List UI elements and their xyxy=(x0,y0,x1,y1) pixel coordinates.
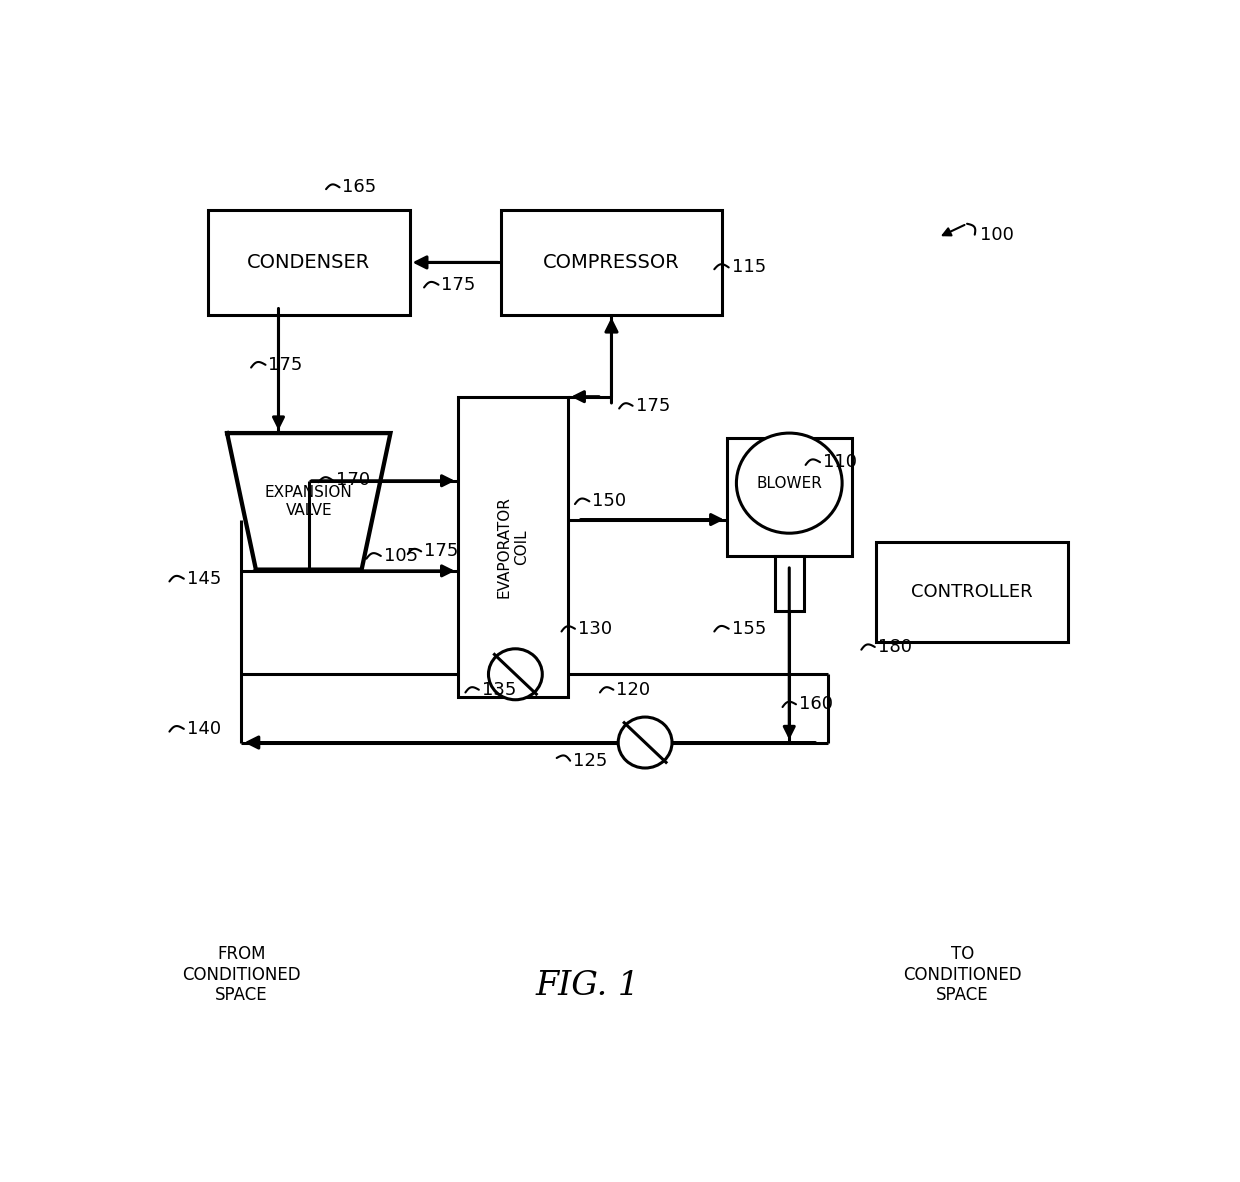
Text: COMPRESSOR: COMPRESSOR xyxy=(543,253,680,272)
Text: 110: 110 xyxy=(823,453,857,472)
FancyBboxPatch shape xyxy=(458,397,568,697)
Text: 100: 100 xyxy=(980,226,1013,243)
Circle shape xyxy=(619,717,672,768)
Text: 120: 120 xyxy=(616,681,651,699)
Text: CONTROLLER: CONTROLLER xyxy=(911,584,1033,602)
Text: 135: 135 xyxy=(481,681,516,699)
Text: FROM
CONDITIONED
SPACE: FROM CONDITIONED SPACE xyxy=(182,944,301,1005)
Text: EXPANSION
VALVE: EXPANSION VALVE xyxy=(265,485,352,518)
Text: 175: 175 xyxy=(268,356,303,374)
Text: 165: 165 xyxy=(342,178,377,196)
Text: 115: 115 xyxy=(732,259,766,277)
Text: 130: 130 xyxy=(578,619,613,638)
Text: 155: 155 xyxy=(732,619,766,638)
Text: 145: 145 xyxy=(187,570,221,587)
Text: 105: 105 xyxy=(383,547,418,565)
FancyBboxPatch shape xyxy=(727,437,852,556)
Text: TO
CONDITIONED
SPACE: TO CONDITIONED SPACE xyxy=(903,944,1022,1005)
Text: 180: 180 xyxy=(878,638,911,656)
FancyBboxPatch shape xyxy=(875,543,1068,642)
FancyBboxPatch shape xyxy=(208,210,409,314)
Text: BLOWER: BLOWER xyxy=(756,475,822,491)
Text: 170: 170 xyxy=(336,472,370,489)
Text: 125: 125 xyxy=(573,752,608,769)
Text: 175: 175 xyxy=(635,397,670,415)
FancyBboxPatch shape xyxy=(775,556,804,611)
Text: CONDENSER: CONDENSER xyxy=(247,253,371,272)
Text: 175: 175 xyxy=(424,543,459,560)
Text: FIG. 1: FIG. 1 xyxy=(536,970,640,1002)
Circle shape xyxy=(489,649,542,700)
Text: 175: 175 xyxy=(441,275,476,294)
Text: 140: 140 xyxy=(187,720,221,738)
FancyBboxPatch shape xyxy=(501,210,722,314)
Text: 150: 150 xyxy=(593,493,626,511)
Circle shape xyxy=(737,433,842,533)
Text: EVAPORATOR
COIL: EVAPORATOR COIL xyxy=(497,496,529,598)
Text: 160: 160 xyxy=(799,695,833,713)
